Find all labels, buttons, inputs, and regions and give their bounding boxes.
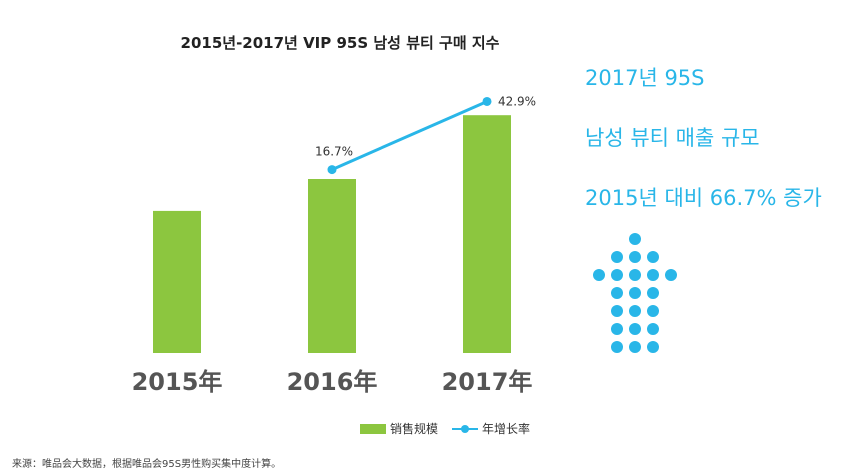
- chart-title: 2015년-2017년 VIP 95S 남성 뷰티 구매 지수: [180, 34, 500, 52]
- arrow-dot: [647, 269, 659, 281]
- arrow-dot: [629, 233, 641, 245]
- arrow-dot: [629, 251, 641, 263]
- growth-line: [331, 100, 488, 171]
- legend-item-bar: 销售规模: [360, 420, 438, 437]
- arrow-dot: [611, 341, 623, 353]
- chart-legend: 销售规模 年增长率: [360, 420, 530, 437]
- arrow-dot: [611, 323, 623, 335]
- highlight-line-2: 남성 뷰티 매출 규모: [585, 126, 760, 150]
- arrow-dot: [611, 269, 623, 281]
- legend-line-label: 年增长率: [482, 422, 531, 436]
- highlight-line-1: 2017년 95S: [585, 66, 705, 90]
- growth-point-2: [482, 96, 492, 106]
- arrow-dot: [647, 305, 659, 317]
- source-note: 来源：唯品会大数据，根据唯品会95S男性购买集中度计算。: [12, 459, 282, 470]
- arrow-dot: [647, 341, 659, 353]
- growth-point-1: [327, 165, 337, 175]
- arrow-dot: [665, 269, 677, 281]
- arrow-dot: [629, 287, 641, 299]
- arrow-dot: [647, 323, 659, 335]
- arrow-dot: [611, 251, 623, 263]
- arrow-dot: [611, 287, 623, 299]
- arrow-dot: [629, 305, 641, 317]
- legend-item-line: 年增长率: [452, 420, 530, 437]
- legend-bar-label: 销售规模: [390, 422, 439, 436]
- x-tick-label-0: 2015年: [132, 368, 223, 396]
- arrow-dot: [629, 323, 641, 335]
- x-tick-label-2: 2017年: [442, 368, 533, 396]
- legend-bar-swatch: [360, 423, 386, 434]
- growth-label-2: 42.9%: [498, 94, 536, 108]
- arrow-dot: [611, 305, 623, 317]
- bar-0: [153, 210, 201, 353]
- arrow-dot: [629, 269, 641, 281]
- growth-label-1: 16.7%: [315, 145, 353, 159]
- dotted-up-arrow-icon: [593, 233, 677, 353]
- bar-1: [308, 179, 356, 353]
- arrow-dot: [593, 269, 605, 281]
- arrow-dot: [647, 287, 659, 299]
- arrow-dot: [629, 341, 641, 353]
- arrow-dot: [647, 251, 659, 263]
- highlight-line-3: 2015년 대비 66.7% 증가: [585, 186, 822, 210]
- legend-line-swatch: [452, 424, 479, 434]
- bar-2: [463, 115, 511, 353]
- x-tick-label-1: 2016年: [287, 368, 378, 396]
